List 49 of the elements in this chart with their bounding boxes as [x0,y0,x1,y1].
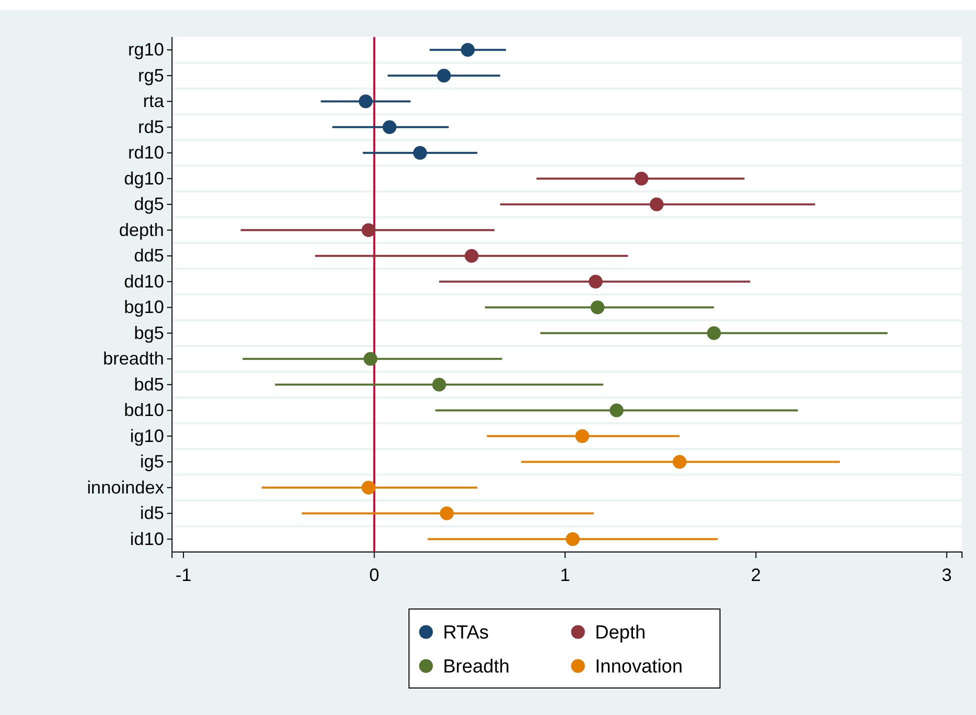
point [358,94,373,108]
y-tick-label: id10 [130,528,164,549]
point [588,274,603,289]
y-tick-label: rg10 [128,40,164,60]
y-tick-label: rta [142,91,165,112]
x-tick-label: -1 [175,564,192,585]
y-tick-label: dg10 [124,168,164,188]
point [590,300,604,314]
point [437,68,451,83]
y-tick-label: ig10 [130,426,164,446]
y-tick-label: dg5 [134,194,164,214]
y-tick-label: bg10 [124,297,164,318]
y-tick-label: bd10 [124,400,164,420]
point [650,197,664,212]
y-tick-label: innoindex [86,477,164,498]
point [362,223,376,238]
y-tick-label: rd10 [128,142,164,163]
x-tick-label: 2 [750,564,761,585]
y-tick-label: id5 [140,503,164,524]
point [364,352,378,366]
legend-label: Innovation [595,656,683,678]
point [610,403,624,418]
legend-label: Depth [595,622,646,644]
point [382,120,396,134]
point [413,146,427,160]
point [575,429,590,444]
y-tick-label: dd10 [124,271,164,292]
point [432,378,446,392]
y-tick-label: bg5 [134,322,164,343]
point [362,480,376,495]
y-tick-label: depth [118,220,164,240]
point [634,172,648,186]
point [460,42,475,57]
legend-label: RTAs [443,622,489,644]
x-tick-label: 1 [560,564,570,585]
legend-label: Breadth [443,656,510,678]
point [440,506,454,520]
point [566,532,580,546]
y-tick-label: rd5 [138,116,164,137]
y-tick-label: breadth [102,348,164,369]
y-tick-label: dd5 [134,246,164,266]
point [464,248,478,263]
x-tick-label: 0 [369,564,380,585]
point [672,454,686,469]
y-tick-label: ig5 [140,452,164,472]
y-tick-label: bd5 [134,374,164,394]
point [707,326,721,340]
y-tick-label: rg5 [138,65,164,86]
x-tick-label: 3 [942,564,952,585]
